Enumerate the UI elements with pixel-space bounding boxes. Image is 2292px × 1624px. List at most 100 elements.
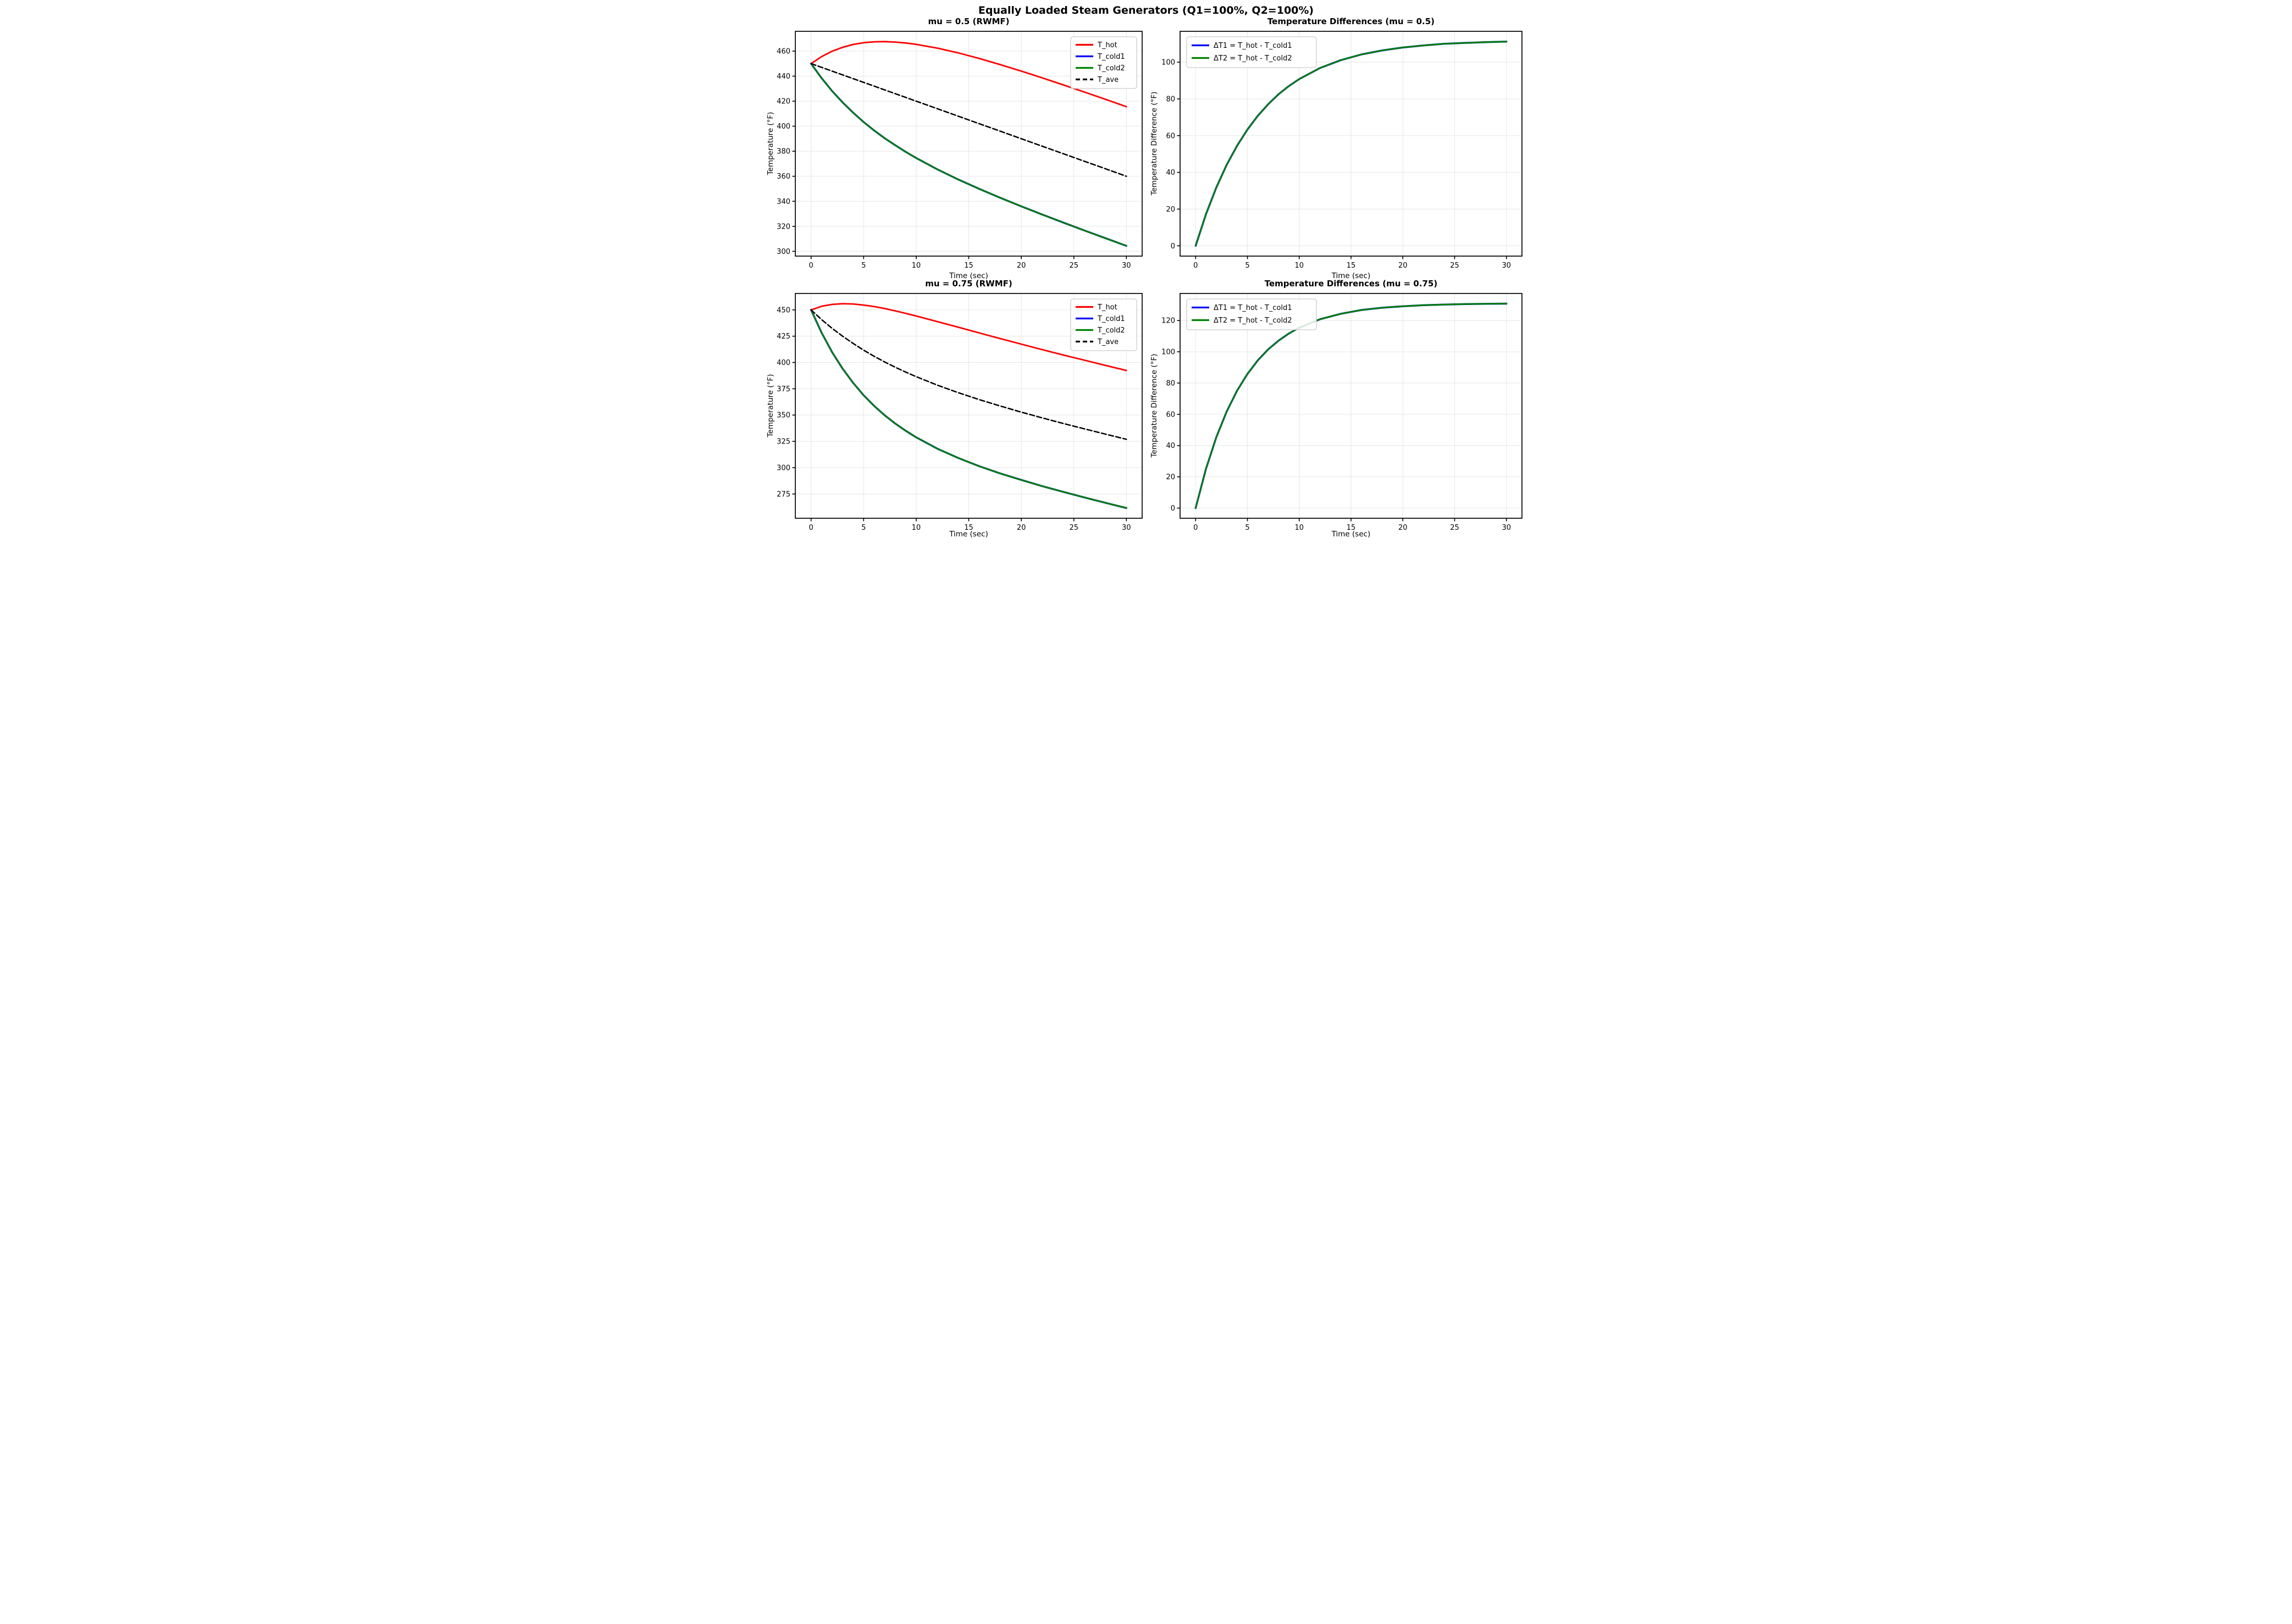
x-tick-label: 10	[1294, 262, 1304, 270]
legend-box	[1070, 298, 1137, 351]
y-tick-label: 400	[777, 123, 790, 131]
y-tick-label: 100	[1161, 59, 1175, 67]
y-tick-label: 20	[1166, 206, 1175, 214]
plot-canvas: 0 5 10 15 20 25 30300320340360380400420440460T…	[777, 31, 1523, 532]
x-tick-label: 20	[1398, 524, 1408, 532]
x-tick-label: 25	[1069, 262, 1078, 270]
legend-label: T_cold1	[1097, 315, 1125, 323]
subplot-title-mu075: mu = 0.75 (RWMF)	[925, 279, 1012, 289]
legend-label: ΔT2 = T_hot - T_cold2	[1214, 54, 1292, 63]
y-tick-label: 350	[777, 412, 790, 420]
x-tick-label: 20	[1398, 262, 1408, 270]
x-tick-label: 5	[1245, 524, 1249, 532]
series-T_ave	[810, 63, 1127, 177]
x-tick-label: 10	[912, 262, 921, 270]
series-T_hot	[810, 41, 1127, 108]
y-tick-label: 20	[1166, 473, 1175, 481]
series-T_ave	[810, 309, 1127, 440]
y-axis-label-diff05: Temperature Difference (°F)	[1150, 91, 1159, 196]
subplot-mu05-differences: 0 5 10 15 20 25 30 0 20 40 60 80 100 ΔT1 = T_hot - T_…	[1161, 31, 1523, 270]
x-tick-label: 5	[1245, 262, 1249, 270]
series-T_cold2	[810, 309, 1127, 509]
figure-suptitle: Equally Loaded Steam Generators (Q1=100%…	[978, 4, 1314, 16]
y-tick-label: 440	[777, 73, 790, 81]
x-tick-label: 15	[964, 262, 973, 270]
x-tick-label: 30	[1502, 262, 1511, 270]
legend-label: ΔT1 = T_hot - T_cold1	[1214, 42, 1292, 50]
figure: Equally Loaded Steam Generators (Q1=100%…	[764, 0, 1528, 541]
legend-box	[1186, 298, 1317, 330]
y-tick-label: 400	[777, 359, 790, 367]
y-tick-label: 300	[777, 248, 790, 256]
y-tick-label: 360	[777, 173, 790, 181]
y-tick-label: 375	[777, 385, 790, 393]
x-tick-label: 25	[1069, 524, 1078, 532]
x-tick-label: 25	[1450, 524, 1459, 532]
y-tick-label: 60	[1166, 411, 1175, 419]
subplot-mu075-differences: 0 5 10 15 20 25 30 0 20 40 60 80 100 120 ΔT1 = T_hot -…	[1161, 293, 1523, 532]
x-tick-label: 5	[861, 262, 866, 270]
y-tick-label: 60	[1166, 132, 1175, 140]
subplot-mu075-temperatures: 0 5 10 15 20 25 30 275 300 325 350 375 400 425 450 T_ho…	[777, 293, 1143, 532]
legend-box	[1070, 36, 1137, 89]
legend: T_hot T_cold1 T_cold2 T_ave	[1070, 36, 1137, 89]
legend-label: ΔT2 = T_hot - T_cold2	[1214, 317, 1292, 325]
legend-label: T_cold1	[1097, 53, 1125, 61]
legend-label: T_cold2	[1097, 64, 1125, 73]
legend: ΔT1 = T_hot - T_cold1 ΔT2 = T_hot - T_col…	[1186, 36, 1317, 68]
legend-label: T_hot	[1097, 303, 1117, 312]
x-tick-label: 0	[1193, 262, 1198, 270]
x-tick-label: 20	[1017, 524, 1026, 532]
x-tick-label: 10	[912, 524, 921, 532]
y-tick-label: 275	[777, 490, 790, 498]
x-tick-label: 15	[964, 524, 973, 532]
legend-box	[1186, 36, 1317, 68]
x-tick-label: 10	[1294, 524, 1304, 532]
y-axis-label-mu05: Temperature (°F)	[766, 112, 775, 175]
y-tick-label: 0	[1171, 242, 1175, 251]
x-axis-label-mu075: Time (sec)	[949, 530, 988, 539]
x-tick-label: 5	[861, 524, 866, 532]
legend-label: T_ave	[1097, 76, 1119, 84]
legend-label: ΔT1 = T_hot - T_cold1	[1214, 304, 1292, 312]
y-tick-label: 380	[777, 148, 790, 156]
x-tick-label: 0	[809, 262, 813, 270]
y-tick-label: 300	[777, 464, 790, 472]
x-tick-label: 30	[1122, 524, 1131, 532]
series-T_cold2	[810, 63, 1127, 247]
y-tick-label: 450	[777, 306, 790, 314]
series-ΔT2 = T_hot - T_cold2	[1194, 41, 1508, 247]
x-tick-label: 30	[1122, 262, 1131, 270]
legend: ΔT1 = T_hot - T_cold1 ΔT2 = T_hot - T_col…	[1186, 298, 1317, 330]
subplot-title-mu05: mu = 0.5 (RWMF)	[928, 16, 1010, 26]
y-tick-label: 320	[777, 223, 790, 231]
legend-label: T_hot	[1097, 41, 1117, 49]
legend-label: T_cold2	[1097, 326, 1125, 335]
y-tick-label: 420	[777, 98, 790, 106]
subplot-title-diff075: Temperature Differences (mu = 0.75)	[1264, 279, 1438, 289]
y-axis-label-diff075: Temperature Difference (°F)	[1150, 353, 1159, 458]
subplot-title-diff05: Temperature Differences (mu = 0.5)	[1267, 16, 1435, 26]
y-tick-label: 340	[777, 198, 790, 206]
x-axis-label-diff075: Time (sec)	[1331, 530, 1371, 539]
x-tick-label: 15	[1347, 524, 1356, 532]
x-axis-label-mu05: Time (sec)	[949, 271, 988, 280]
legend-label: T_ave	[1097, 338, 1119, 346]
legend: T_hot T_cold1 T_cold2 T_ave	[1070, 298, 1137, 351]
subplot-mu05-temperatures: 0 5 10 15 20 25 30 300 320 340 360 380 400 420 440 460 T…	[777, 31, 1143, 270]
y-tick-label: 100	[1161, 348, 1175, 357]
y-tick-label: 80	[1166, 379, 1175, 387]
x-tick-label: 30	[1502, 524, 1511, 532]
x-tick-label: 15	[1347, 262, 1356, 270]
y-tick-label: 40	[1166, 169, 1175, 177]
x-tick-label: 0	[1193, 524, 1198, 532]
y-tick-label: 120	[1161, 317, 1175, 325]
x-axis-label-diff05: Time (sec)	[1331, 271, 1371, 280]
x-tick-label: 25	[1450, 262, 1459, 270]
y-axis-label-mu075: Temperature (°F)	[766, 374, 775, 437]
y-tick-label: 40	[1166, 442, 1175, 450]
y-tick-label: 325	[777, 438, 790, 446]
x-tick-label: 0	[809, 524, 813, 532]
y-tick-label: 80	[1166, 95, 1175, 103]
x-tick-label: 20	[1017, 262, 1026, 270]
